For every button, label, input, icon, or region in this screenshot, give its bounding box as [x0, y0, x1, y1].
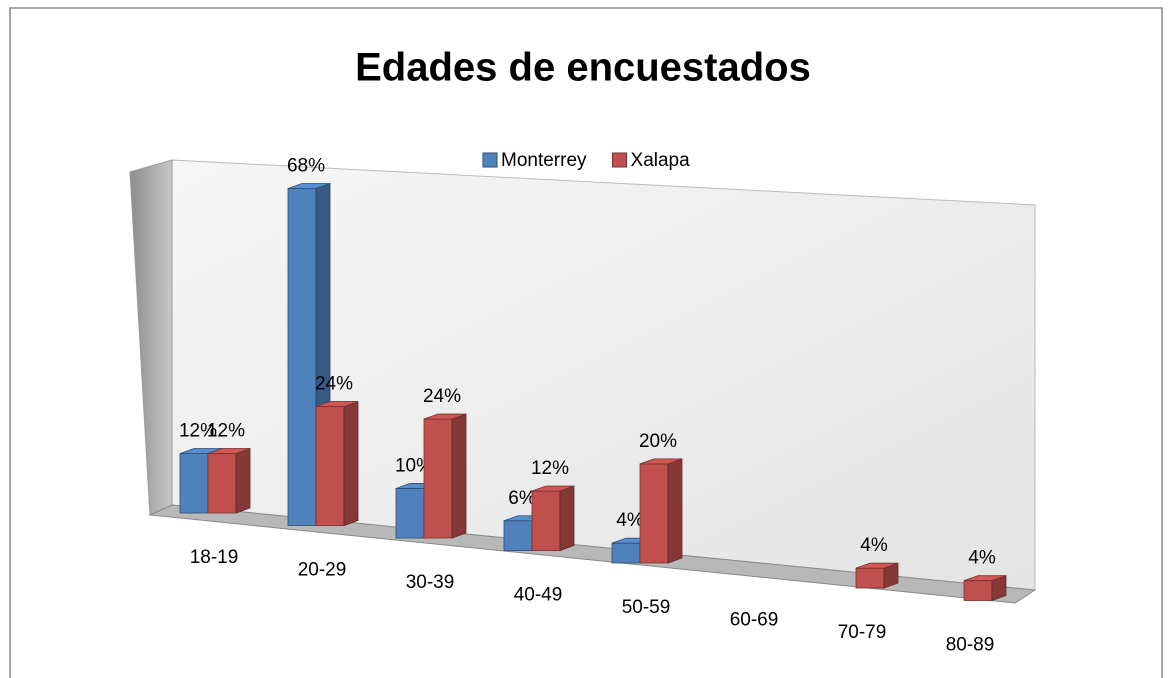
legend-label: Xalapa — [631, 150, 691, 171]
bar-front — [531, 490, 561, 551]
bar-front — [287, 188, 317, 526]
x-tick-label: 18-19 — [190, 547, 239, 568]
frame — [9, 7, 1163, 678]
legend: Monterrey Xalapa — [482, 150, 691, 171]
bar-top — [423, 413, 467, 420]
bar-top — [287, 183, 331, 189]
floor — [148, 504, 1037, 604]
data-label: 24% — [423, 386, 461, 407]
bar-side — [667, 458, 683, 564]
legend-label: Monterrey — [501, 150, 587, 171]
data-label: 6% — [508, 488, 536, 509]
bar-top — [963, 575, 1007, 582]
bar-top — [639, 458, 683, 465]
bar-front — [179, 453, 209, 514]
bar-side — [451, 413, 467, 539]
bar-side — [235, 447, 251, 514]
data-label: 10% — [395, 455, 433, 476]
chart-title: Edades de encuestados — [355, 46, 811, 90]
x-tick-label: 80-89 — [946, 635, 995, 656]
bar-front — [503, 520, 533, 551]
legend-swatch — [482, 152, 498, 168]
data-label: 4% — [860, 535, 888, 556]
bar-top — [207, 448, 251, 454]
x-tick-label: 50-59 — [622, 597, 671, 618]
bar-front — [207, 453, 237, 514]
bar-front — [855, 567, 885, 589]
side-wall — [129, 159, 173, 516]
bar-front — [395, 488, 425, 539]
data-label: 12% — [179, 421, 217, 442]
data-label: 68% — [287, 156, 325, 177]
bar-side — [559, 485, 575, 552]
x-tick-label: 70-79 — [838, 622, 887, 643]
bar-front — [639, 463, 669, 564]
bar-front — [611, 542, 641, 564]
bar-front — [963, 580, 993, 601]
data-label: 12% — [531, 458, 569, 479]
data-label: 20% — [639, 431, 677, 452]
data-label: 4% — [968, 548, 996, 569]
bar-front — [423, 418, 453, 539]
bar-top — [855, 562, 899, 569]
x-tick-label: 40-49 — [514, 585, 563, 606]
data-label: 12% — [207, 421, 245, 442]
x-tick-label: 30-39 — [406, 572, 455, 593]
bar-side — [343, 400, 359, 527]
data-label: 24% — [315, 374, 353, 395]
bar-top — [315, 401, 359, 407]
data-label: 4% — [616, 510, 644, 531]
x-tick-label: 20-29 — [298, 560, 347, 581]
x-tick-label: 60-69 — [730, 610, 779, 631]
legend-swatch — [612, 152, 628, 168]
bar-top — [531, 485, 575, 492]
bar-front — [315, 406, 345, 526]
